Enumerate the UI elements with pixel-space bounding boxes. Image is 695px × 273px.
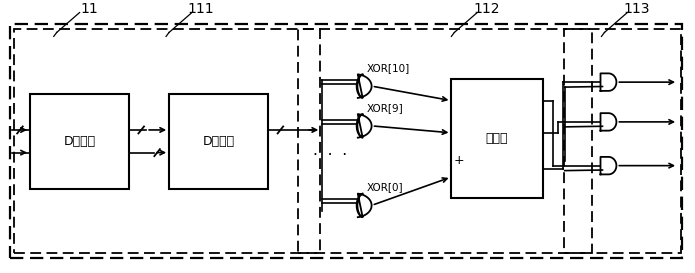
Polygon shape [600, 157, 616, 174]
Bar [564, 29, 681, 253]
Polygon shape [600, 73, 616, 91]
Polygon shape [357, 114, 372, 138]
Bar [14, 29, 320, 253]
Text: XOR[10]: XOR[10] [367, 63, 410, 73]
Polygon shape [357, 74, 372, 98]
Text: D触发器: D触发器 [63, 135, 96, 148]
Polygon shape [357, 194, 372, 217]
Bar [451, 79, 543, 198]
Text: 113: 113 [623, 2, 650, 16]
Text: D触发器: D触发器 [203, 135, 235, 148]
Text: 累加器: 累加器 [486, 132, 508, 145]
Text: 11: 11 [81, 2, 99, 16]
Text: ·  ·  ·: · · · [313, 148, 348, 163]
Text: +: + [454, 154, 465, 167]
Bar [10, 25, 682, 258]
Bar [30, 94, 129, 188]
Text: XOR[0]: XOR[0] [367, 183, 404, 192]
Polygon shape [600, 113, 616, 131]
Bar [169, 94, 268, 188]
Bar [298, 29, 591, 253]
Text: XOR[9]: XOR[9] [367, 103, 404, 113]
Text: 112: 112 [474, 2, 500, 16]
Text: 111: 111 [188, 2, 214, 16]
